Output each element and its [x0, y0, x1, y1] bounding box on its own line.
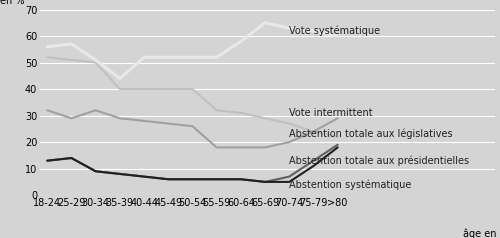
Text: Abstention totale aux présidentielles: Abstention totale aux présidentielles [290, 155, 470, 166]
Text: Vote intermittent: Vote intermittent [290, 108, 373, 118]
Text: Abstention systématique: Abstention systématique [290, 179, 412, 190]
Text: Abstention totale aux législatives: Abstention totale aux législatives [290, 129, 453, 139]
X-axis label: âge en années: âge en années [464, 228, 500, 238]
Y-axis label: en %: en % [0, 0, 25, 6]
Text: Vote systématique: Vote systématique [290, 25, 380, 36]
